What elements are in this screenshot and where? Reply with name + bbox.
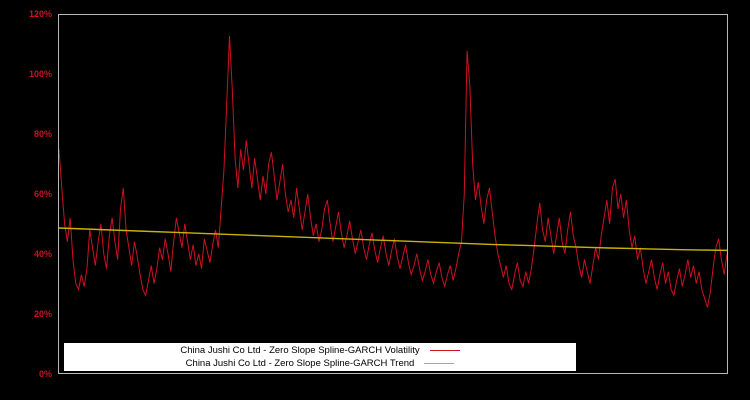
y-axis-tick-label: 60% (33, 189, 52, 199)
y-axis-tick-labels: 0% 20% 40% 60% 80% 100% 120% (0, 0, 52, 400)
volatility-line-swatch-icon (429, 350, 460, 351)
plot-area (58, 14, 728, 374)
legend-label-volatility: China Jushi Co Ltd - Zero Slope Spline-G… (180, 345, 420, 356)
trend-line-swatch-icon (424, 363, 455, 364)
y-axis-tick-label: 20% (33, 309, 52, 319)
y-axis-tick-label: 0% (38, 369, 52, 379)
legend-entry-trend: China Jushi Co Ltd - Zero Slope Spline-G… (64, 357, 576, 370)
y-axis-tick-label: 80% (33, 129, 52, 139)
legend-entry-volatility: China Jushi Co Ltd - Zero Slope Spline-G… (64, 344, 576, 357)
legend: China Jushi Co Ltd - Zero Slope Spline-G… (64, 343, 576, 371)
legend-label-trend: China Jushi Co Ltd - Zero Slope Spline-G… (185, 358, 415, 369)
y-axis-tick-label: 120% (28, 9, 52, 19)
line-chart (59, 15, 727, 373)
y-axis-tick-label: 40% (33, 249, 52, 259)
volatility-line (59, 36, 727, 307)
trend-line (59, 228, 727, 250)
y-axis-tick-label: 100% (28, 69, 52, 79)
